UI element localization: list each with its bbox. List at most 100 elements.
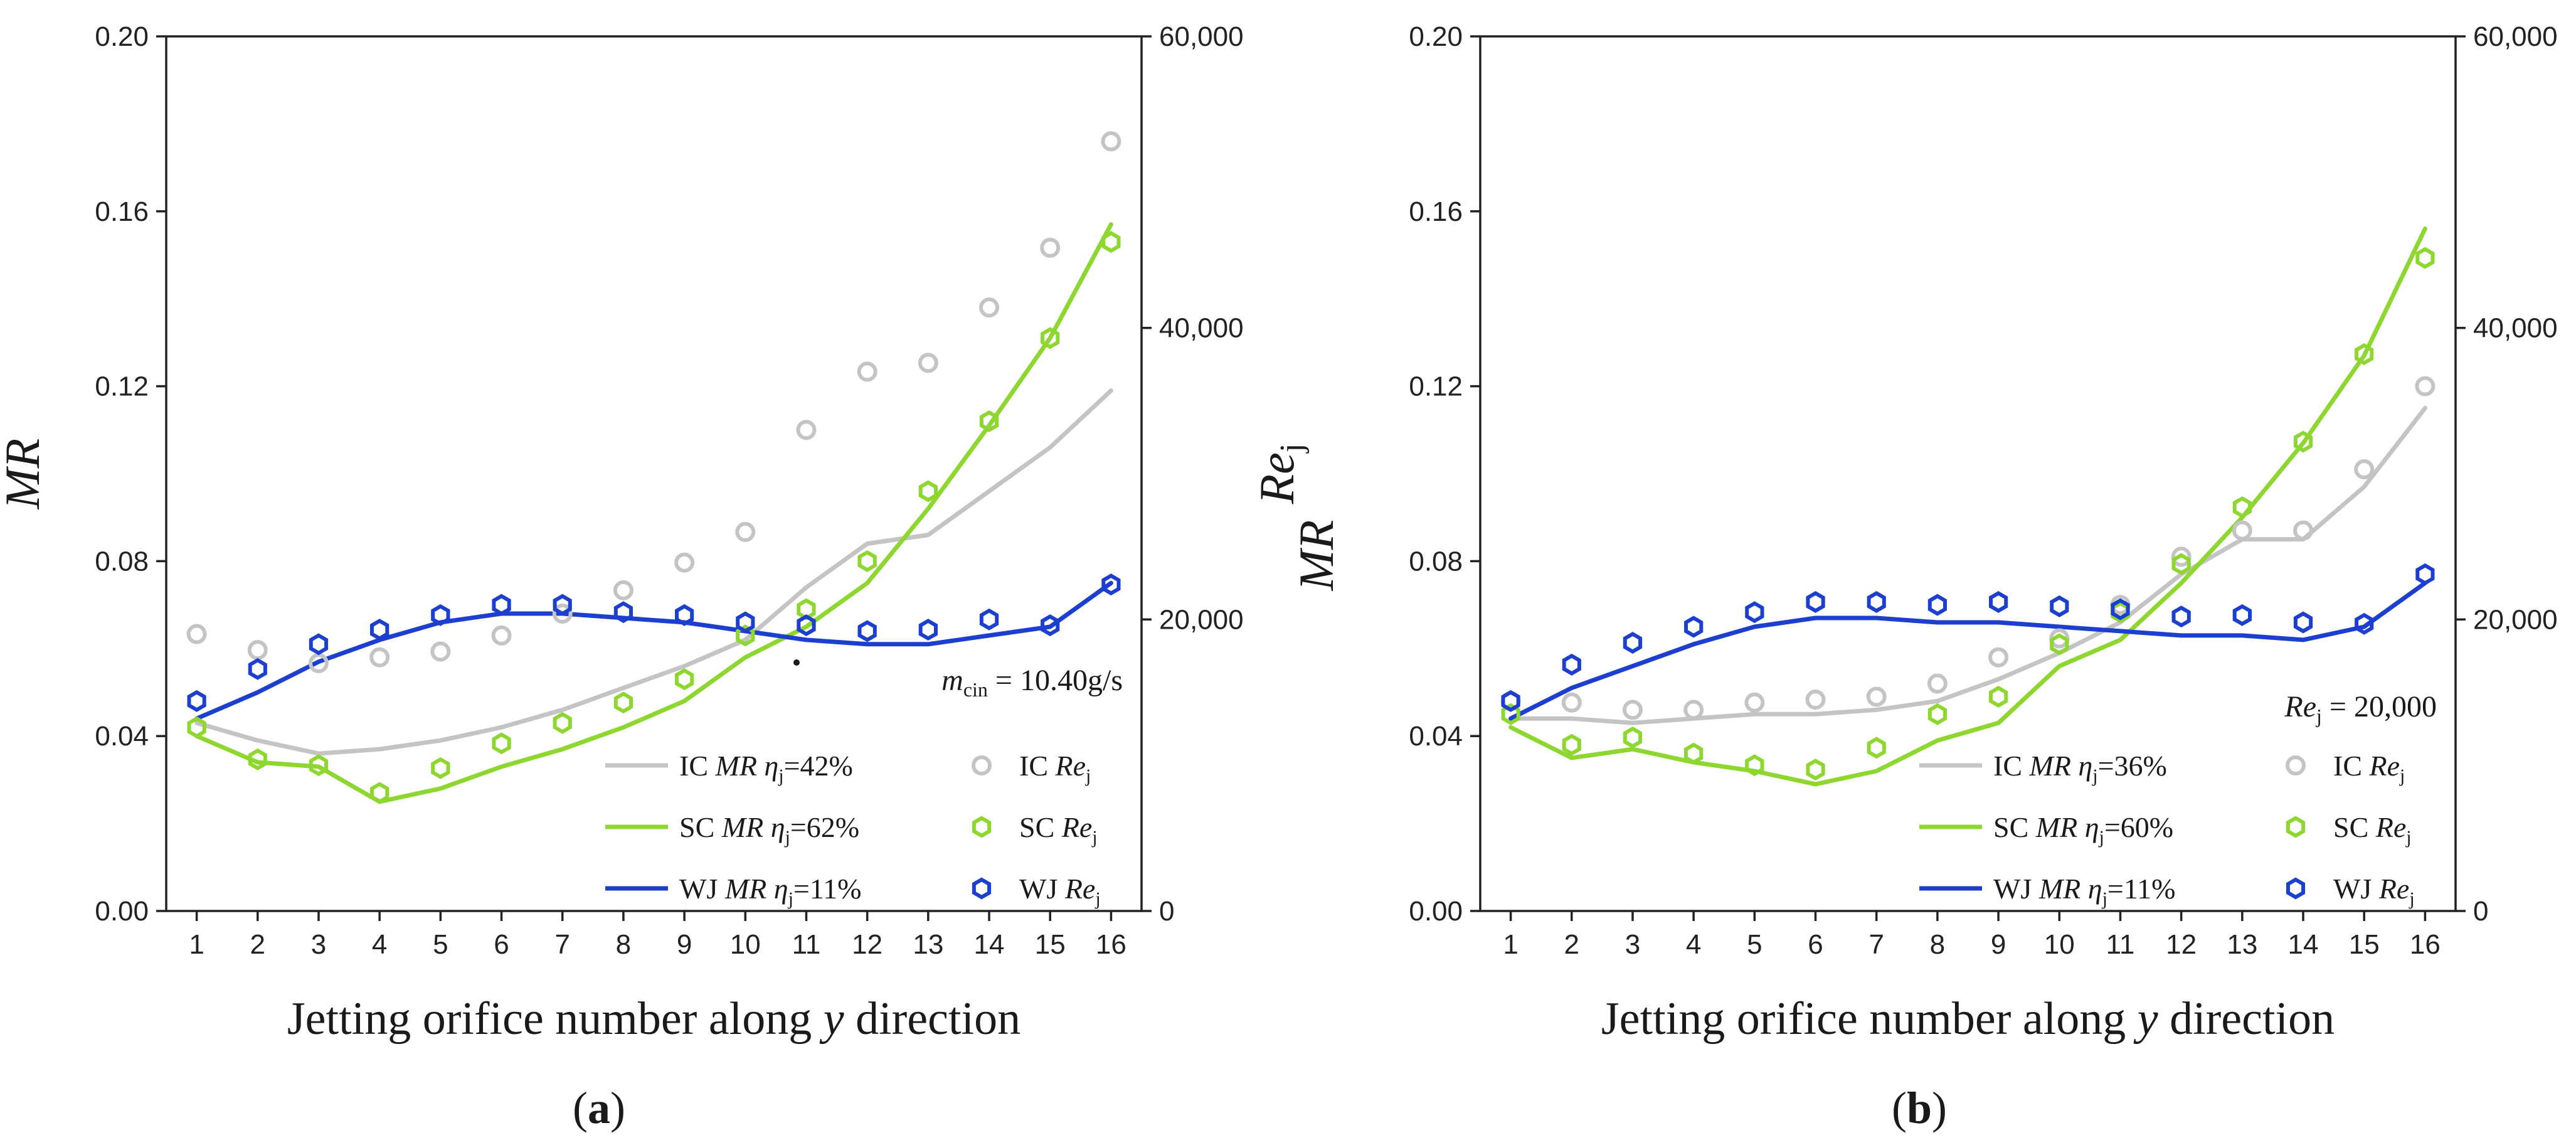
y-left-tick-label: 0.08: [95, 546, 149, 577]
data-point: [187, 716, 206, 738]
data-point: [1866, 686, 1887, 707]
data-point: [1040, 237, 1061, 258]
annotation-symbol: Re: [2284, 690, 2316, 723]
data-point: [1041, 327, 1060, 349]
y-right-tick-label: 20,000: [2473, 604, 2558, 635]
legend-space: [766, 873, 774, 905]
data-point: [309, 754, 329, 777]
data-point: [979, 297, 1000, 318]
x-tick-label: 6: [494, 929, 509, 960]
panel-label-paren: ): [1932, 1083, 1947, 1133]
data-point: [1101, 231, 1121, 253]
x-tick-label: 6: [1808, 929, 1823, 960]
annotation-symbol: m: [941, 664, 963, 697]
data-point: [979, 410, 999, 432]
legend-value: =36%: [2098, 750, 2167, 782]
legend-eta-sub: j: [2102, 888, 2107, 909]
legend-eta: η: [2085, 811, 2099, 843]
x-tick-label: 7: [554, 929, 570, 960]
data-point: [553, 594, 572, 616]
annotation: Rej = 20,000: [2284, 690, 2437, 727]
data-point: [1745, 601, 1764, 624]
legend-prefix: SC: [2333, 811, 2376, 843]
data-point: [1745, 754, 1764, 777]
legend-space: [2071, 750, 2079, 782]
data-point: [1041, 614, 1060, 637]
y-left-tick-label: 0.00: [95, 896, 149, 927]
series-points-ic-rej: [186, 131, 1121, 674]
data-point: [735, 521, 756, 542]
data-point: [1805, 690, 1826, 710]
data-point: [796, 420, 817, 440]
legend-value: =60%: [2104, 811, 2173, 843]
y-right-axis-label: Rej: [1249, 444, 1310, 505]
data-point: [1867, 591, 1886, 613]
data-point: [918, 619, 938, 641]
legend-eta-sub: j: [788, 888, 793, 909]
legend-var: MR: [2035, 811, 2077, 843]
data-point: [2355, 612, 2374, 635]
legend-label: IC Rej: [2333, 750, 2405, 786]
y-right-tick-label: 0: [2473, 896, 2488, 927]
data-point: [613, 601, 633, 624]
data-point: [491, 625, 512, 646]
data-point: [918, 353, 938, 373]
y-right-tick-label: 60,000: [1159, 21, 1244, 52]
data-point: [552, 604, 573, 624]
data-point: [553, 711, 572, 734]
y-left-tick-label: 0.04: [95, 721, 149, 752]
y-left-tick-label: 0.16: [1409, 196, 1463, 227]
x-tick-label: 13: [913, 929, 943, 960]
data-point: [918, 480, 938, 503]
data-point: [2232, 496, 2252, 518]
legend-eta: η: [771, 811, 785, 843]
series-points-wj-rej: [187, 573, 1121, 712]
series-line-sc-mr: [1508, 226, 2427, 787]
legend-var: MR: [2038, 873, 2080, 905]
legend-prefix: WJ: [1993, 873, 2039, 905]
legend-value: =11%: [793, 873, 862, 905]
panel-label-paren: (: [573, 1083, 588, 1133]
x-tick-label: 3: [311, 929, 326, 960]
x-tick-label: 5: [1747, 929, 1762, 960]
legend-space: [2080, 873, 2088, 905]
legend-var: MR: [721, 811, 763, 843]
legend-prefix: SC: [679, 811, 722, 843]
legend-prefix: WJ: [2333, 873, 2379, 905]
data-point: [1684, 615, 1704, 638]
x-tick-label: 7: [1868, 929, 1884, 960]
data-point: [247, 640, 268, 661]
data-point: [2415, 563, 2435, 585]
data-point: [1623, 727, 1643, 748]
series-points-ic-rej: [1500, 376, 2436, 720]
legend-space: [2077, 811, 2085, 843]
x-tick-label: 12: [2166, 929, 2197, 960]
data-point: [2111, 598, 2130, 620]
legend-var: Re: [2369, 750, 2400, 782]
legend-label: SC MR ηj=62%: [679, 811, 859, 848]
legend-prefix: IC: [2333, 750, 2370, 782]
legend-eta-sub: j: [2092, 765, 2097, 786]
legend-label: WJ MR ηj=11%: [1993, 873, 2175, 909]
legend-var: MR: [2029, 750, 2071, 782]
legend-eta: η: [2088, 873, 2102, 905]
y-right-tick-label: 60,000: [2473, 21, 2558, 52]
chart-panel-a: 1 2 3 4 5 6 7 8 9 10 11 12 13 14 15 160.000.040.080.120…: [95, 21, 1243, 1133]
x-tick-label: 14: [974, 929, 1005, 960]
legend-sub: j: [2405, 827, 2411, 848]
data-point: [1989, 686, 2008, 708]
data-point: [431, 604, 450, 626]
data-point: [675, 668, 694, 691]
y-right-tick-label: 0: [1159, 896, 1174, 927]
data-point: [1562, 653, 1581, 676]
x-tick-label: 12: [852, 929, 883, 960]
legend-sub: j: [2399, 765, 2405, 786]
legend-eta-sub: j: [785, 827, 790, 848]
legend-label: IC Rej: [1019, 750, 1091, 786]
data-point: [674, 552, 695, 573]
legend-var: Re: [1064, 873, 1096, 905]
x-tick-label: 9: [677, 929, 692, 960]
data-point: [2171, 553, 2191, 575]
y-right-tick-label: 20,000: [1159, 604, 1244, 635]
x-tick-label: 9: [1991, 929, 2006, 960]
